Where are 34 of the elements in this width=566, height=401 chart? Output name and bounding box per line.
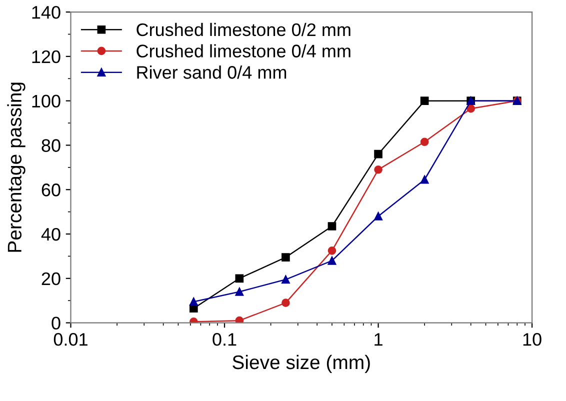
point xyxy=(374,212,382,220)
y-tick-label: 140 xyxy=(32,6,60,19)
y-axis-title: Percentage passing xyxy=(7,82,26,252)
x-axis-title: Sieve size (mm) xyxy=(232,354,370,374)
y-tick-label: 0 xyxy=(52,316,60,330)
point xyxy=(282,298,290,307)
point xyxy=(420,96,429,105)
point xyxy=(328,246,336,255)
point xyxy=(466,104,476,113)
y-tick-label: 80 xyxy=(42,139,60,152)
legend-label: Crushed limestone 0/4 mm xyxy=(136,44,350,58)
point xyxy=(235,274,244,283)
point xyxy=(328,256,336,265)
y-tick-label: 100 xyxy=(32,94,60,108)
point xyxy=(328,222,336,230)
x-tick-label: 1 xyxy=(374,333,382,346)
y-tick-label: 60 xyxy=(42,184,60,196)
point xyxy=(420,175,429,184)
x-tick-label: 0.01 xyxy=(54,333,88,346)
legend-label: River sand 0/4 mm xyxy=(137,66,286,79)
point xyxy=(374,150,382,158)
y-tick-label: 40 xyxy=(41,228,60,241)
y-tick-label: 120 xyxy=(32,50,60,64)
point xyxy=(189,298,198,306)
point xyxy=(235,316,244,323)
point xyxy=(282,275,290,284)
point xyxy=(420,138,429,146)
point xyxy=(282,253,290,262)
x-tick-label: 10 xyxy=(523,333,542,346)
y-tick-label: 20 xyxy=(42,272,60,286)
x-tick-label: 0.1 xyxy=(212,333,236,346)
point xyxy=(235,288,244,296)
point xyxy=(374,165,382,174)
legend-label: Crushed limestone 0/2 mm xyxy=(136,22,350,36)
